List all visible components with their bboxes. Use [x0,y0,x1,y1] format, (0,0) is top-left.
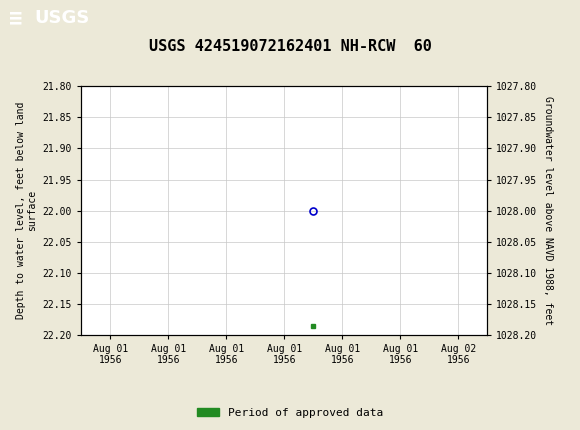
Legend: Period of approved data: Period of approved data [193,403,387,422]
Y-axis label: Depth to water level, feet below land
surface: Depth to water level, feet below land su… [16,102,37,319]
Y-axis label: Groundwater level above NAVD 1988, feet: Groundwater level above NAVD 1988, feet [543,96,553,325]
Text: USGS: USGS [35,9,90,27]
Text: ≡: ≡ [9,8,22,28]
Text: USGS 424519072162401 NH-RCW  60: USGS 424519072162401 NH-RCW 60 [148,39,432,54]
